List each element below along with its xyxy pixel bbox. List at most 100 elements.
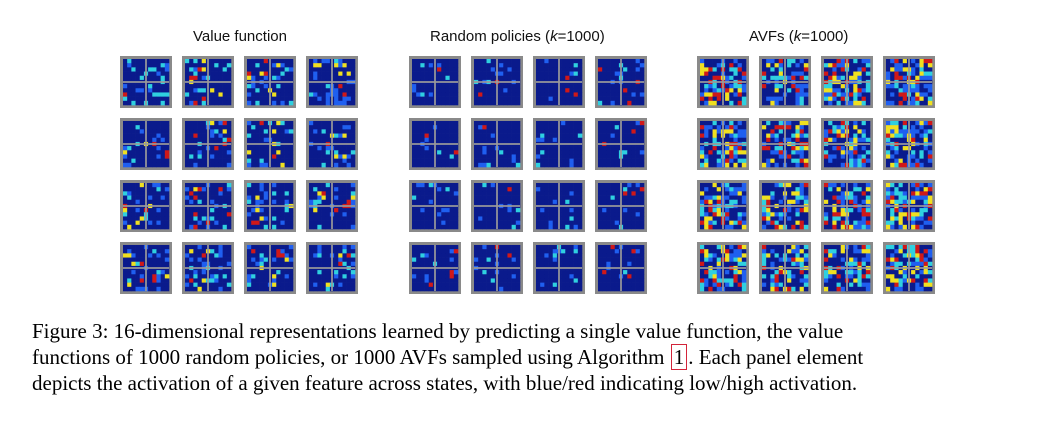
panel-cell: [474, 162, 479, 168]
panel-cell: [503, 121, 508, 126]
panel-cell: [565, 195, 570, 201]
panel-cell: [536, 216, 541, 221]
panel-cell: [832, 100, 837, 106]
panel-cell: [148, 100, 153, 106]
panel-cell: [193, 162, 198, 168]
panel-cell: [445, 150, 450, 155]
panel-cell: [725, 137, 730, 143]
panel-cell: [255, 224, 260, 230]
panel-cell: [474, 63, 479, 68]
panel-cell: [490, 125, 496, 130]
panel-cell: [185, 158, 190, 164]
feature-panel: [759, 118, 811, 170]
panel-cell: [160, 208, 166, 213]
panel-cell: [598, 270, 603, 275]
panel-cell: [189, 100, 194, 106]
panel-cell: [445, 92, 450, 97]
panel-cell: [536, 67, 541, 72]
panel-cell: [565, 158, 570, 164]
panel-cell: [849, 71, 854, 77]
panel-cell: [338, 146, 343, 151]
room-wall: [598, 81, 644, 83]
panel-cell: [185, 191, 190, 196]
panel-cell: [222, 100, 228, 106]
panel-cell: [540, 216, 545, 221]
panel-cell: [189, 154, 194, 159]
panel-cell: [515, 208, 521, 213]
panel-cell: [729, 88, 734, 93]
panel-cell: [927, 71, 933, 77]
panel-cell: [511, 133, 517, 139]
panel-cell: [445, 84, 450, 89]
panel-cell: [263, 282, 269, 288]
panel-cell: [139, 270, 145, 275]
panel-cell: [700, 100, 705, 106]
panel-cell: [795, 146, 800, 151]
panel-cell: [214, 63, 219, 68]
panel-cell: [639, 220, 645, 226]
panel-cell: [490, 162, 496, 168]
panel-cell: [507, 261, 512, 267]
panel-cell: [602, 162, 607, 168]
panel-cell: [639, 67, 645, 72]
panel-cell: [577, 84, 583, 89]
panel-cell: [255, 63, 260, 68]
panel-cell: [152, 261, 157, 267]
panel-cell: [342, 257, 347, 263]
panel-cell: [569, 199, 574, 205]
panel-cell: [890, 154, 895, 159]
panel-cell: [325, 150, 331, 155]
panel-cell: [424, 208, 430, 213]
panel-cell: [342, 125, 347, 130]
panel-cell: [486, 137, 492, 143]
panel-cell: [729, 84, 734, 89]
panel-cell: [515, 187, 521, 192]
panel-cell: [482, 199, 487, 205]
panel-cell: [865, 162, 871, 168]
panel-cell: [424, 96, 430, 102]
panel-cell: [606, 67, 611, 72]
panel-cell: [861, 125, 867, 130]
panel-cell: [263, 146, 269, 151]
panel-cell: [861, 162, 867, 168]
panel-cell: [478, 121, 483, 126]
panel-cell: [152, 253, 157, 258]
panel-cell: [828, 146, 833, 151]
panel-cell: [272, 278, 277, 283]
panel-cell: [540, 224, 545, 230]
room-wall: [536, 143, 582, 145]
panel-cell: [602, 88, 607, 93]
panel-cell: [606, 92, 611, 97]
panel-cell: [441, 278, 446, 283]
panel-cell: [544, 249, 549, 254]
panel-cell: [828, 63, 833, 68]
panel-cell: [334, 63, 339, 68]
panel-cell: [338, 75, 343, 81]
panel-cell: [486, 208, 492, 213]
panel-cell: [135, 67, 141, 72]
panel-cell: [515, 216, 521, 221]
panel-cell: [222, 195, 228, 201]
panel-cell: [631, 212, 636, 217]
panel-cell: [185, 146, 190, 151]
panel-cell: [787, 133, 792, 139]
panel-cell: [193, 191, 198, 196]
panel-cell: [490, 253, 496, 258]
panel-cell: [255, 261, 260, 267]
panel-cell: [226, 59, 232, 64]
panel-cell: [449, 100, 455, 106]
panel-cell: [152, 150, 157, 155]
panel-cell: [507, 187, 512, 192]
panel-cell: [886, 100, 891, 106]
panel-cell: [635, 84, 641, 89]
panel-cell: [313, 158, 318, 164]
panel-cell: [226, 199, 232, 205]
panel-cell: [156, 253, 161, 258]
panel-cell: [445, 191, 450, 196]
panel-cell: [853, 137, 858, 143]
panel-cell: [886, 63, 891, 68]
panel-cell: [449, 212, 455, 217]
panel-cell: [135, 158, 141, 164]
panel-cell: [540, 257, 545, 263]
panel-cell: [255, 92, 260, 97]
